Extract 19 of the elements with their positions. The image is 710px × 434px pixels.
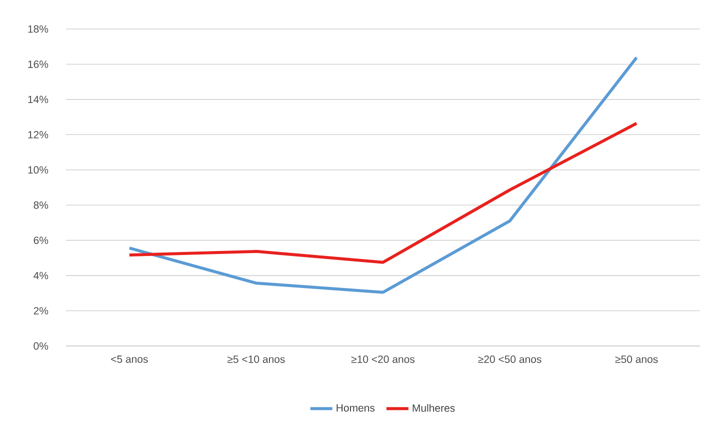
x-tick-label: ≥5 <10 anos bbox=[228, 356, 285, 363]
x-tick-label: ≥10 <20 anos bbox=[351, 356, 415, 363]
x-tick-label: ≥20 <50 anos bbox=[478, 356, 542, 363]
y-tick-label: 2% bbox=[34, 307, 48, 314]
y-tick-label: 0% bbox=[34, 342, 48, 350]
y-tick-label: 14% bbox=[28, 96, 48, 104]
y-tick-label: 16% bbox=[28, 60, 48, 68]
y-tick-label: 12% bbox=[28, 130, 48, 138]
y-tick-label: 6% bbox=[34, 236, 48, 244]
line-series bbox=[128, 122, 638, 264]
y-tick-label: 10% bbox=[28, 166, 48, 174]
y-tick-label: 18% bbox=[28, 25, 48, 33]
x-tick-label: <5 anos bbox=[111, 356, 148, 363]
line-series bbox=[128, 56, 638, 294]
y-tick-label: 8% bbox=[34, 201, 48, 209]
legend-label: Homens bbox=[336, 404, 375, 412]
x-tick-label: ≥50 anos bbox=[615, 356, 658, 363]
y-tick-label: 4% bbox=[34, 272, 48, 280]
legend-label: Mulheres bbox=[412, 404, 455, 412]
